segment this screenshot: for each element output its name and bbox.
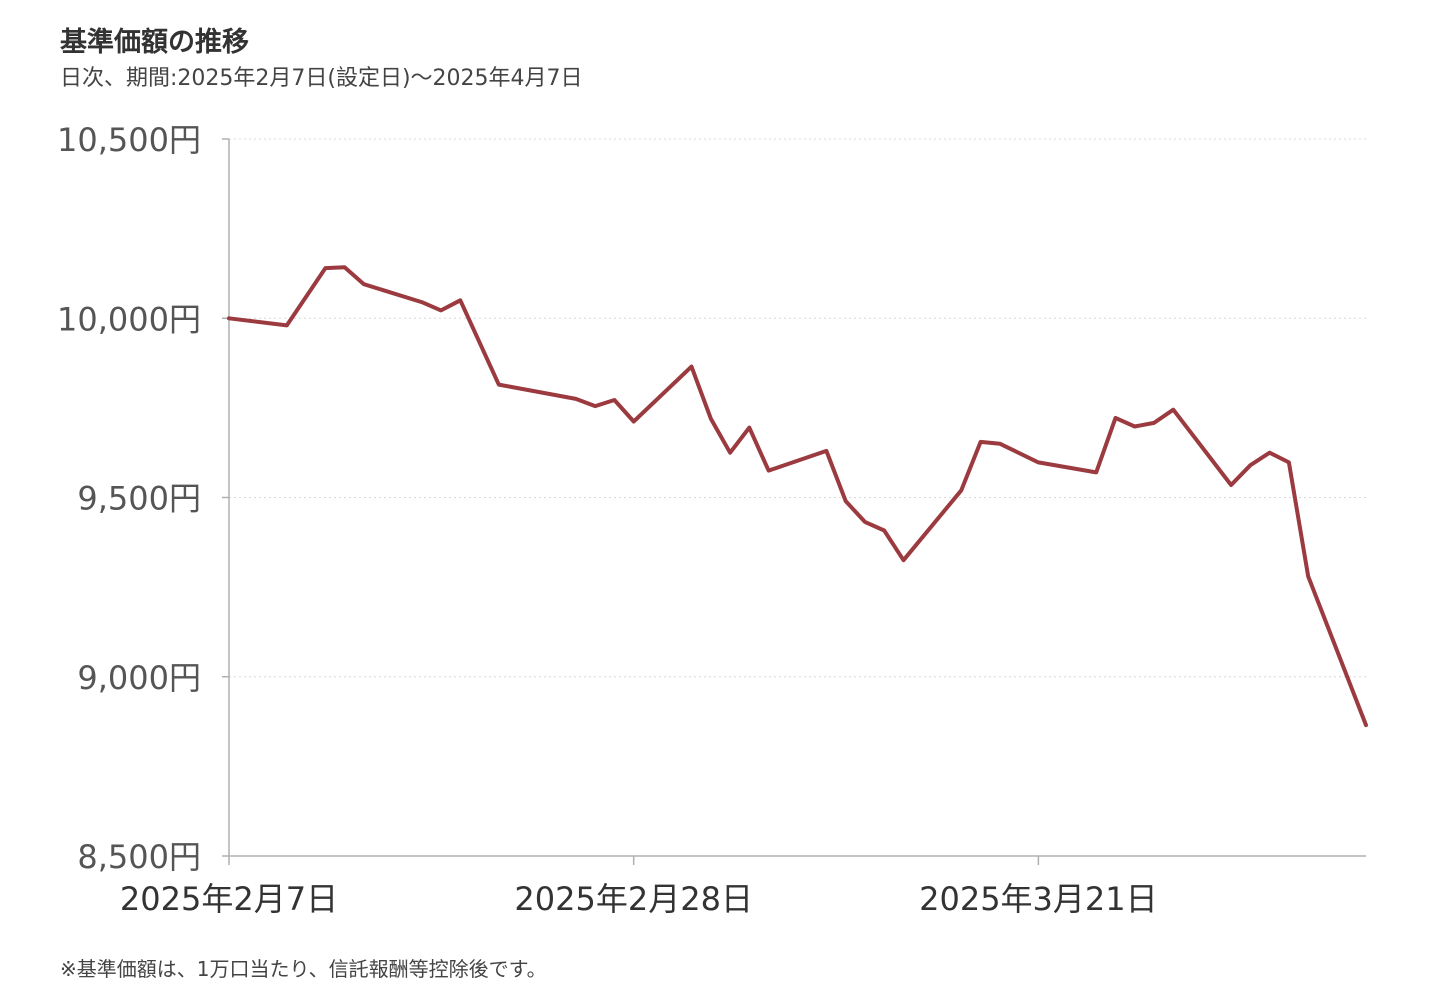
- grid-lines: [222, 138, 1366, 865]
- x-tick-label: 2025年2月7日: [120, 880, 338, 918]
- y-tick-label: 10,000円: [57, 300, 201, 338]
- axes: [228, 139, 1366, 857]
- y-tick-label: 10,500円: [57, 121, 201, 159]
- y-tick-label: 8,500円: [77, 838, 201, 876]
- x-tick-label: 2025年3月21日: [919, 880, 1158, 918]
- chart-title: 基準価額の推移: [60, 27, 249, 58]
- x-tick-label: 2025年2月28日: [514, 880, 753, 918]
- y-tick-label: 9,500円: [77, 480, 201, 518]
- chart-subtitle: 日次、期間:2025年2月7日(設定日)〜2025年4月7日: [60, 66, 583, 91]
- nav-series-line: [227, 265, 1368, 728]
- y-tick-labels: 8,500円 9,000円 9,500円 10,000円 10,500円: [57, 121, 201, 876]
- y-tick-label: 9,000円: [77, 659, 201, 697]
- x-tick-labels: 2025年2月7日 2025年2月28日 2025年3月21日: [120, 880, 1158, 918]
- footnote: ※基準価額は、1万口当たり、信託報酬等控除後です。: [60, 957, 547, 981]
